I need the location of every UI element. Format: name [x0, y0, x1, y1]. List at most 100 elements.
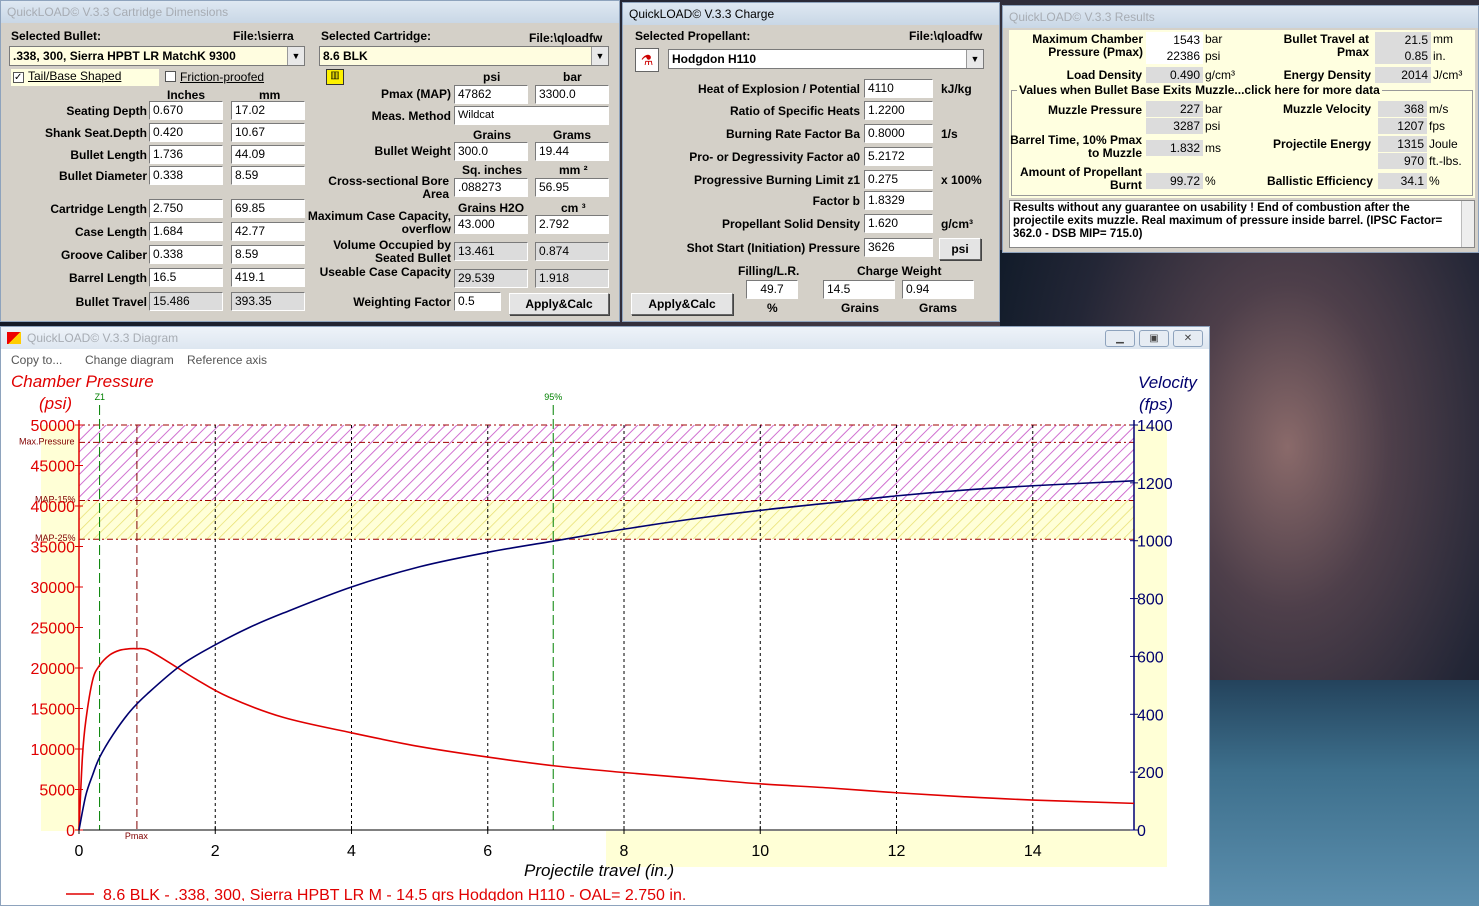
charge-row-value[interactable]: 1.8329: [864, 191, 933, 210]
charge-row-label: Factor b: [812, 194, 860, 208]
dim-row-mm[interactable]: 10.67: [231, 123, 305, 142]
bore-area-mm[interactable]: 56.95: [535, 178, 609, 197]
y2-tick-label: 200: [1137, 765, 1164, 782]
muzzle-velocity-fps-unit: fps: [1429, 119, 1446, 133]
friction-label: Friction-proofed: [180, 70, 265, 84]
dim-row-inches[interactable]: 0.670: [149, 101, 223, 120]
dim-row-label: Bullet Length: [70, 148, 147, 162]
bullet-weight-label: Bullet Weight: [374, 144, 451, 158]
shot-start-unit-button[interactable]: psi: [939, 238, 981, 260]
max-pressure-zone: [79, 425, 1134, 501]
ballistic-efficiency-value: 34.1: [1378, 173, 1427, 189]
map15-label: MAP-15%: [35, 494, 76, 504]
chevron-down-icon[interactable]: ▼: [591, 47, 608, 65]
cm3-header: cm ³: [561, 201, 586, 215]
y2-tick-label: 400: [1137, 707, 1164, 724]
results-note-scrollbar[interactable]: [1461, 201, 1474, 247]
charge-weight-grams-field[interactable]: 0.94: [902, 280, 974, 299]
dim-row-inches[interactable]: 1.684: [149, 222, 223, 241]
dim-row-mm[interactable]: 69.85: [231, 199, 305, 218]
dim-row-mm[interactable]: 8.59: [231, 245, 305, 264]
chevron-down-icon[interactable]: ▼: [287, 47, 304, 65]
filling-field[interactable]: 49.7: [746, 280, 798, 299]
dim-row-mm[interactable]: 42.77: [231, 222, 305, 241]
y-tick-label: 35000: [31, 540, 76, 557]
load-density-unit: g/cm³: [1205, 68, 1235, 82]
charge-row-value[interactable]: 5.2172: [864, 147, 933, 166]
minimize-icon[interactable]: ▁: [1105, 330, 1135, 347]
propellant-burnt-value: 99.72: [1146, 173, 1203, 189]
bullet-select[interactable]: .338, 300, Sierra HPBT LR MatchK 9300 ▼: [9, 46, 305, 66]
muzzle-group-caption[interactable]: Values when Bullet Base Exits Muzzle...c…: [1017, 83, 1382, 97]
diagram-titlebar[interactable]: QuickLOAD© V.3.3 Diagram: [1, 327, 1209, 349]
menu-reference-axis[interactable]: Reference axis: [187, 353, 268, 367]
muzzle-velocity-ms: 368: [1378, 101, 1427, 117]
cartridge-select[interactable]: 8.6 BLK ▼: [319, 46, 609, 66]
dim-row-inches[interactable]: 0.338: [149, 166, 223, 185]
dim-row-inches[interactable]: 16.5: [149, 268, 223, 287]
bullet-travel-pmax-label: Bullet Travel at Pmax: [1283, 32, 1369, 59]
cartridge-info-icon[interactable]: ▥: [326, 69, 344, 85]
dim-row-mm[interactable]: 44.09: [231, 145, 305, 164]
y2-tick-label: 1200: [1137, 476, 1173, 493]
charge-title[interactable]: QuickLOAD© V.3.3 Charge: [623, 3, 999, 25]
bullet-weight-grains[interactable]: 300.0: [454, 142, 528, 161]
mm2-header: mm ²: [559, 163, 588, 177]
dimensions-title[interactable]: QuickLOAD© V.3.3 Cartridge Dimensions: [1, 1, 619, 23]
barrel-time-value: 1.832: [1146, 140, 1203, 156]
y-tick-label: 45000: [31, 459, 76, 476]
dim-row-inches[interactable]: 0.420: [149, 123, 223, 142]
legend-text: 8.6 BLK - .338, 300, Sierra HPBT LR M - …: [103, 887, 686, 901]
maximize-icon[interactable]: ▣: [1139, 330, 1169, 347]
volume-occupied-grains: 13.461: [454, 242, 528, 261]
bar-header: bar: [563, 70, 582, 84]
charge-row-value[interactable]: 1.2200: [864, 101, 933, 120]
results-note[interactable]: Results without any guarantee on usabili…: [1009, 200, 1475, 248]
checkbox-icon: [165, 71, 176, 82]
meas-method-field[interactable]: Wildcat: [454, 106, 609, 125]
bore-area-in[interactable]: .088273: [454, 178, 528, 197]
chevron-down-icon[interactable]: ▼: [966, 50, 983, 68]
tail-base-checkbox[interactable]: ✓ Tail/Base Shaped: [11, 69, 159, 86]
charge-apply-button[interactable]: Apply&Calc: [631, 293, 733, 315]
dims-apply-button[interactable]: Apply&Calc: [509, 293, 609, 315]
mcp-bar-unit: bar: [1205, 32, 1223, 46]
charge-weight-grains-field[interactable]: 14.5: [823, 280, 895, 299]
inches-header: Inches: [167, 88, 206, 102]
dim-row-mm[interactable]: 8.59: [231, 166, 305, 185]
dim-row-mm[interactable]: 17.02: [231, 101, 305, 120]
dim-row-mm[interactable]: 419.1: [231, 268, 305, 287]
menu-copy-to[interactable]: Copy to...: [11, 353, 63, 367]
friction-checkbox[interactable]: Friction-proofed: [165, 70, 264, 84]
max-case-capacity-grains[interactable]: 43.000: [454, 215, 528, 234]
useable-capacity-cm3: 1.918: [535, 269, 609, 288]
dim-row-inches[interactable]: 0.338: [149, 245, 223, 264]
x-tick-label: 2: [211, 843, 220, 860]
charge-row-value[interactable]: 1.620: [864, 214, 933, 233]
propellant-icon[interactable]: ⚗: [635, 48, 659, 72]
pmax-psi-field[interactable]: 47862: [454, 85, 528, 104]
max-case-capacity-cm3[interactable]: 2.792: [535, 215, 609, 234]
weighting-factor-field[interactable]: 0.5: [454, 292, 501, 311]
menu-change-diagram[interactable]: Change diagram: [85, 353, 174, 367]
pmax-bar-field[interactable]: 3300.0: [535, 85, 609, 104]
shot-start-field[interactable]: 3626: [864, 238, 933, 257]
charge-row-value[interactable]: 0.8000: [864, 124, 933, 143]
results-title[interactable]: QuickLOAD© V.3.3 Results: [1003, 6, 1478, 28]
wallpaper-sea: [1210, 680, 1479, 906]
dim-row-inches[interactable]: 1.736: [149, 145, 223, 164]
charge-row-value[interactable]: 4110: [864, 79, 933, 98]
dim-row-inches[interactable]: 2.750: [149, 199, 223, 218]
charge-row-label: Burning Rate Factor Ba: [725, 127, 860, 141]
grams-unit: Grams: [919, 301, 958, 315]
right-axis-highlight: [1135, 425, 1167, 831]
dim-row-label: Bullet Travel: [75, 295, 147, 309]
diagram-title: QuickLOAD© V.3.3 Diagram: [27, 331, 179, 345]
bt-mm-unit: mm: [1433, 32, 1453, 46]
pmax-label: Pmax (MAP): [380, 87, 451, 101]
propellant-select[interactable]: Hodgdon H110 ▼: [668, 49, 984, 69]
bullet-weight-grams[interactable]: 19.44: [535, 142, 609, 161]
close-icon[interactable]: ✕: [1173, 330, 1203, 347]
muzzle-pressure-psi: 3287: [1146, 118, 1203, 134]
charge-row-value[interactable]: 0.275: [864, 170, 933, 189]
